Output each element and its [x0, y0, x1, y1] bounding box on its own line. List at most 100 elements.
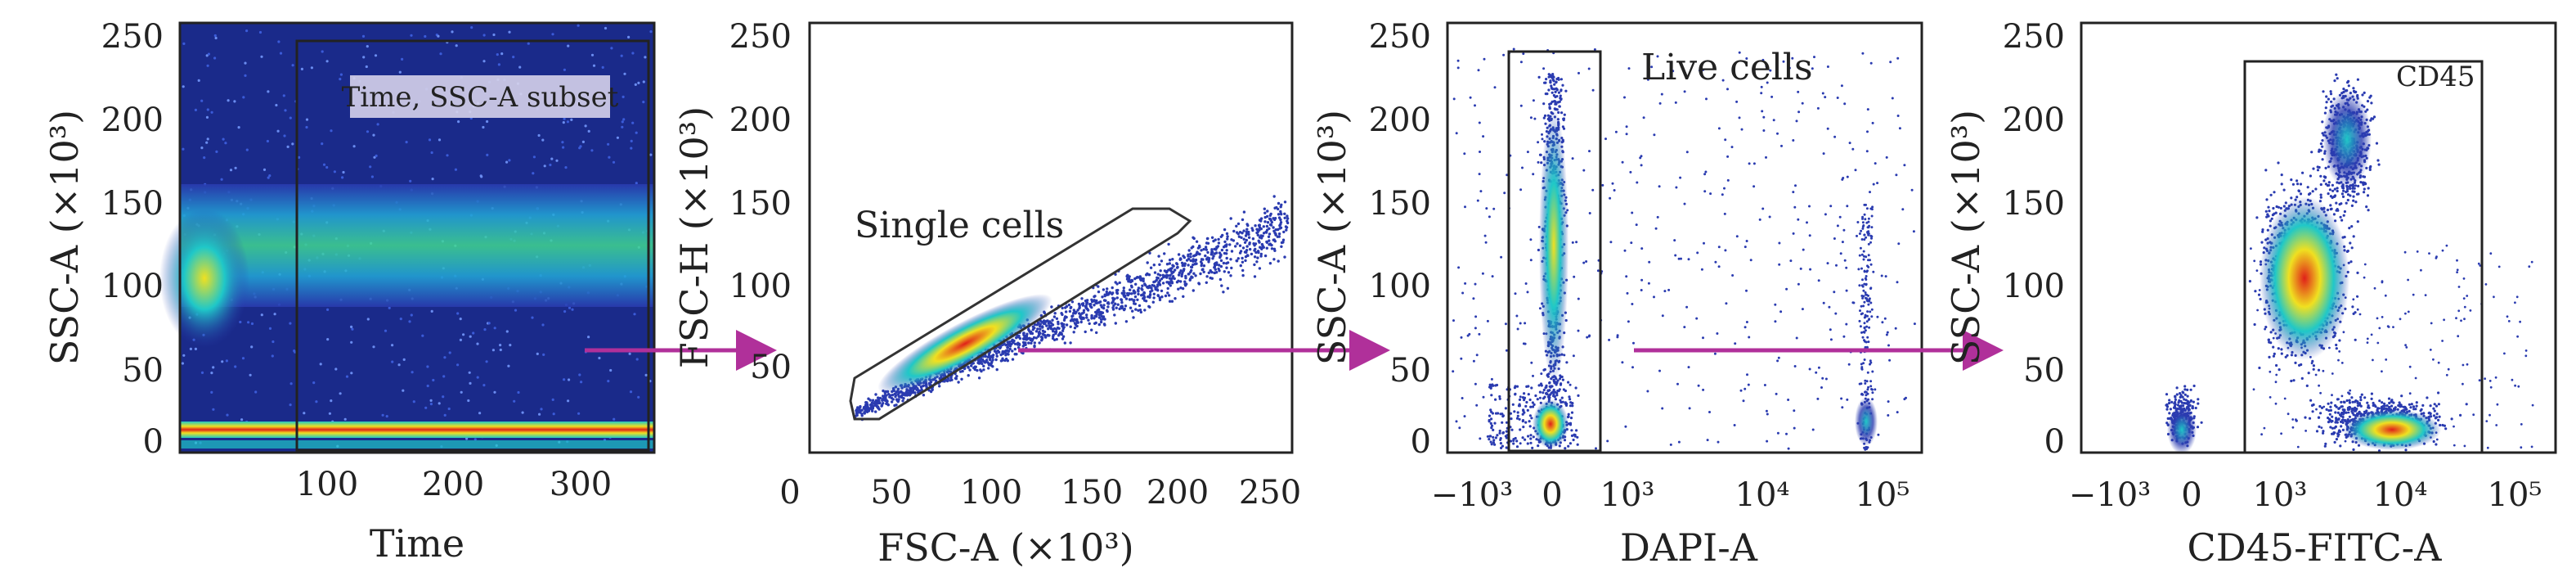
event-dot: [267, 176, 270, 179]
panel2-ytick-50: 50: [750, 349, 792, 386]
event-dot: [1553, 83, 1556, 86]
event-dot: [1258, 236, 1262, 239]
panel1-xtick-300: 300: [550, 466, 612, 503]
event-dot: [1540, 384, 1543, 387]
event-dot: [1746, 373, 1748, 376]
event-dot: [1522, 52, 1525, 56]
event-dot: [968, 368, 972, 372]
event-dot: [1793, 426, 1796, 430]
event-dot: [182, 42, 186, 46]
event-dot: [592, 64, 596, 67]
event-dot: [1841, 241, 1844, 244]
event-dot: [1130, 292, 1133, 295]
event-dot: [1177, 273, 1181, 277]
event-dot: [1699, 69, 1701, 72]
event-dot: [541, 138, 545, 142]
event-dot: [1479, 151, 1481, 153]
event-dot: [1244, 234, 1248, 237]
event-dot: [1829, 328, 1832, 331]
event-dot: [2335, 73, 2338, 76]
event-dot: [1149, 266, 1153, 269]
event-dot: [1557, 91, 1560, 94]
event-dot: [1504, 322, 1507, 326]
event-dot: [1793, 409, 1796, 412]
event-dot: [1078, 306, 1081, 310]
event-dot: [1492, 435, 1495, 439]
event-dot: [1464, 282, 1467, 285]
event-dot: [1030, 331, 1034, 335]
event-dot: [2290, 178, 2293, 182]
event-dot: [1876, 315, 1879, 318]
event-dot: [627, 35, 631, 39]
event-dot: [1022, 341, 1026, 345]
event-dot: [1055, 337, 1058, 341]
event-dot: [1723, 187, 1726, 190]
event-dot: [1225, 249, 1228, 252]
event-dot: [992, 354, 995, 357]
event-dot: [1144, 300, 1148, 303]
event-dot: [1492, 428, 1495, 432]
event-dot: [1120, 291, 1124, 295]
event-dot: [612, 160, 616, 164]
event-dot: [1829, 338, 1833, 341]
event-dot: [1486, 435, 1489, 438]
event-dot: [631, 121, 635, 124]
event-dot: [1283, 216, 1286, 219]
event-dot: [895, 403, 898, 407]
event-dot: [1527, 435, 1530, 438]
event-dot: [1137, 286, 1141, 290]
panel3-y-axis-label: SSC-A (×10³): [1310, 110, 1354, 365]
event-dot: [2350, 204, 2354, 207]
event-dot: [1797, 218, 1800, 221]
event-dot: [1811, 67, 1814, 70]
event-dot: [1156, 273, 1160, 276]
panel1-gate-label-bg: [350, 75, 610, 118]
event-dot: [2309, 174, 2312, 178]
event-dot: [298, 156, 301, 159]
event-dot: [1551, 73, 1555, 76]
event-dot: [1863, 339, 1865, 342]
event-dot: [1127, 280, 1130, 283]
event-dot: [608, 156, 611, 159]
event-dot: [459, 318, 462, 321]
event-dot: [1217, 241, 1221, 245]
event-dot: [1157, 255, 1160, 258]
event-dot: [1154, 286, 1157, 290]
event-dot: [479, 174, 482, 178]
event-dot: [629, 390, 633, 394]
event-dot: [1860, 284, 1864, 287]
event-dot: [1738, 116, 1741, 119]
event-dot: [635, 182, 638, 185]
event-dot: [1571, 157, 1574, 160]
event-dot: [1524, 438, 1527, 441]
event-dot: [1243, 241, 1247, 244]
event-dot: [443, 356, 447, 359]
event-dot: [1554, 102, 1557, 106]
event-dot: [1885, 156, 1888, 159]
event-dot: [1842, 177, 1845, 179]
event-dot: [1481, 272, 1484, 275]
event-dot: [1134, 282, 1138, 286]
event-dot: [1512, 442, 1515, 445]
event-dot: [2265, 215, 2269, 219]
event-dot: [1167, 268, 1170, 272]
event-dot: [385, 415, 388, 418]
event-dot: [1075, 324, 1079, 328]
event-dot: [2291, 183, 2295, 186]
event-dot: [486, 119, 489, 124]
event-dot: [1223, 270, 1227, 273]
event-dot: [1862, 250, 1865, 253]
event-dot: [244, 61, 247, 65]
event-dot: [2342, 214, 2345, 217]
event-dot: [977, 376, 981, 380]
event-dot: [1624, 425, 1627, 428]
event-dot: [2265, 198, 2269, 201]
event-dot: [532, 172, 535, 175]
event-dot: [1268, 239, 1271, 242]
event-dot: [1160, 295, 1164, 299]
event-dot: [1555, 383, 1558, 386]
event-dot: [1660, 92, 1663, 96]
event-dot: [1111, 308, 1115, 311]
event-dot: [920, 388, 923, 391]
event-dot: [1551, 76, 1554, 79]
